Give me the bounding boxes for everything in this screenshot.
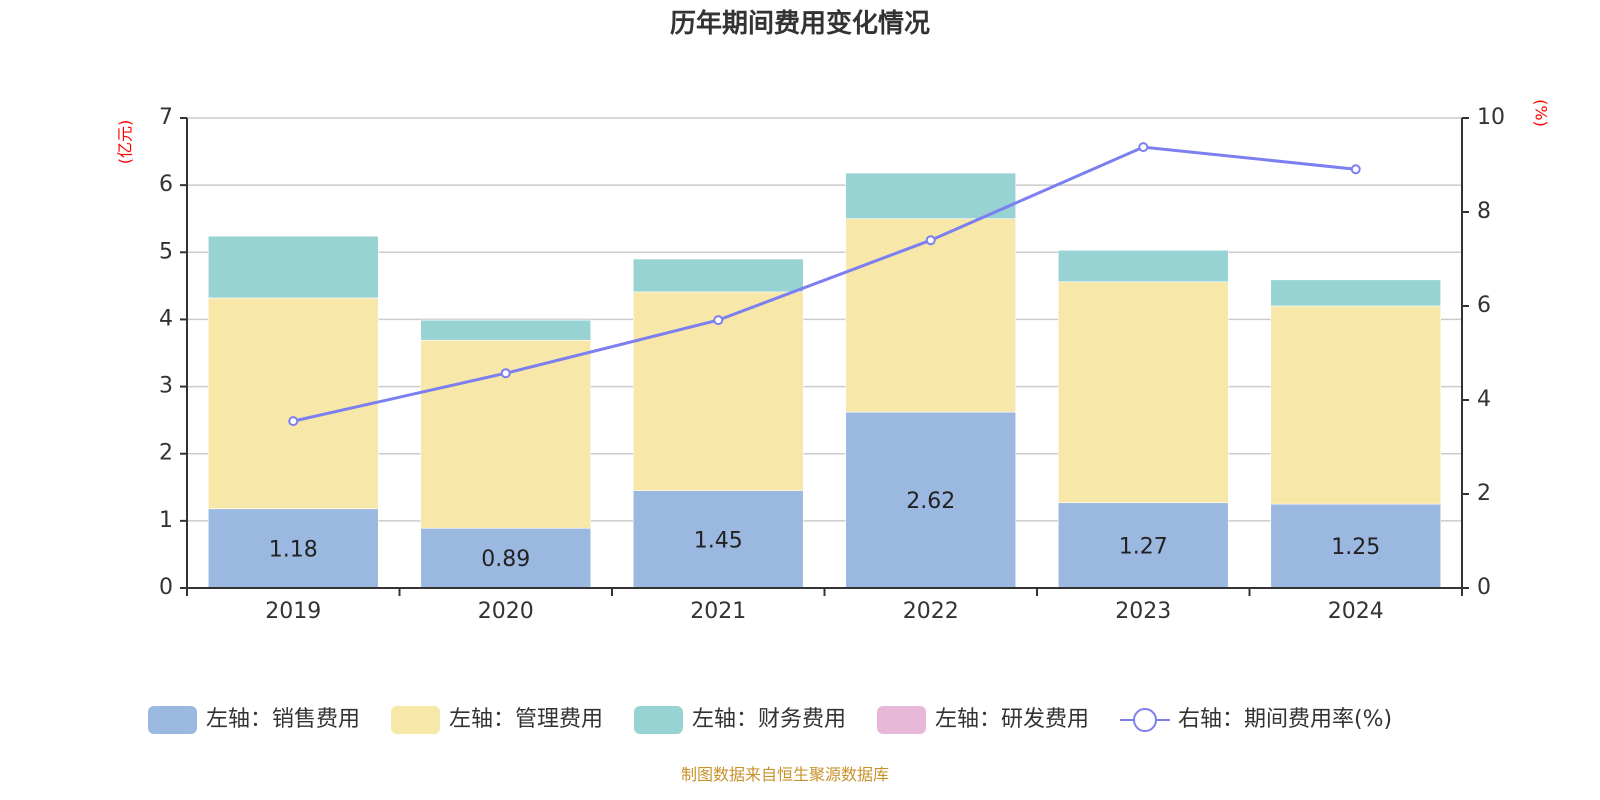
right-tick-label: 0 [1477, 575, 1491, 600]
source-note: 制图数据来自恒生聚源数据库 [681, 765, 889, 784]
bar-segment [845, 218, 1017, 413]
bar-value-label: 0.89 [481, 547, 530, 572]
left-tick-label: 4 [159, 306, 173, 331]
rate-point [288, 416, 299, 427]
legend-label: 左轴：管理费用 [449, 707, 603, 732]
bar-segment [1270, 305, 1442, 505]
right-axis-unit: (%) [1532, 99, 1551, 127]
left-tick-label: 7 [159, 105, 173, 130]
bar-segment [1057, 502, 1229, 589]
legend-label: 左轴：财务费用 [692, 707, 846, 732]
legend-label: 右轴：期间费用率(%) [1178, 707, 1392, 732]
gridlines [187, 117, 1462, 522]
rate-point [713, 315, 724, 326]
bar-segment [1270, 279, 1442, 307]
bar-value-label: 1.27 [1119, 534, 1168, 559]
bar-value-label: 1.25 [1331, 535, 1380, 560]
bar-segment [420, 527, 592, 589]
legend: 左轴：销售费用 左轴：管理费用 左轴：财务费用 左轴：研发费用 右轴：期间费用率(%) [148, 706, 1392, 734]
rate-point [500, 368, 511, 379]
bar-value-label: 1.45 [694, 528, 743, 553]
bar-labels: 1.18 0.89 1.45 2.62 1.27 1.25 [269, 489, 1380, 572]
rate-point [1138, 142, 1149, 153]
bar-segment [845, 411, 1017, 589]
legend-circle-icon [1133, 708, 1157, 732]
bar-segment [632, 258, 804, 293]
left-tick-label: 6 [159, 172, 173, 197]
left-tick-label: 5 [159, 239, 173, 264]
right-tick-label: 8 [1477, 199, 1491, 224]
x-tick-label: 2019 [265, 599, 321, 624]
x-tick-label: 2022 [903, 599, 959, 624]
x-tick-label: 2023 [1115, 599, 1171, 624]
legend-swatch [634, 706, 683, 734]
left-tick-label: 1 [159, 508, 173, 533]
rate-line [288, 142, 1361, 427]
bar-value-label: 2.62 [906, 489, 955, 514]
legend-label: 左轴：研发费用 [935, 707, 1089, 732]
rate-point [1350, 164, 1361, 175]
bar-segment [420, 319, 592, 341]
legend-swatch [877, 706, 926, 734]
bar-segment [632, 490, 804, 589]
right-tick-label: 4 [1477, 387, 1491, 412]
right-tick-label: 10 [1477, 105, 1505, 130]
bar-segment [1270, 503, 1442, 589]
bar-segment [207, 297, 379, 510]
bar-segment [845, 172, 1017, 220]
rate-point [925, 235, 936, 246]
axes: 0 1 2 3 4 5 6 7 0 2 4 6 8 10 2019 2020 2021 2022 2023 2024 [159, 105, 1505, 624]
left-axis-unit: (亿元) [116, 120, 135, 165]
left-tick-label: 2 [159, 441, 173, 466]
bar-segment [1057, 249, 1229, 283]
bar-value-label: 1.18 [269, 537, 318, 562]
x-tick-label: 2021 [690, 599, 746, 624]
right-tick-label: 2 [1477, 481, 1491, 506]
left-tick-label: 0 [159, 575, 173, 600]
legend-swatch [148, 706, 197, 734]
x-tick-label: 2020 [478, 599, 534, 624]
bar-segment [1057, 281, 1229, 504]
legend-swatch [391, 706, 440, 734]
right-tick-label: 6 [1477, 293, 1491, 318]
bar-segment [207, 235, 379, 299]
x-tick-label: 2024 [1328, 599, 1384, 624]
legend-label: 左轴：销售费用 [206, 707, 360, 732]
rate-line-path [292, 145, 1356, 423]
bars [207, 172, 1442, 589]
left-tick-label: 3 [159, 374, 173, 399]
chart-title: 历年期间费用变化情况 [670, 8, 930, 39]
